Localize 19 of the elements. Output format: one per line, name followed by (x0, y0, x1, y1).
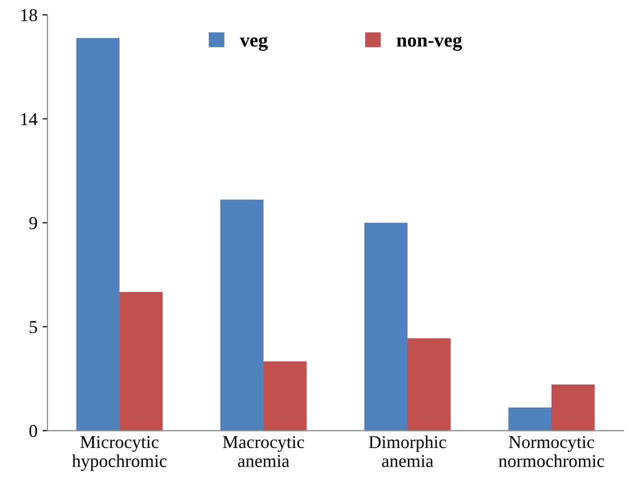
bar (364, 222, 408, 431)
legend-label: veg (240, 36, 268, 51)
bar (76, 38, 120, 431)
bar (407, 338, 451, 431)
x-tick-label: Microcytic hypochromic (72, 436, 167, 471)
y-tick-label: 0 (29, 424, 38, 438)
y-tick-label: 9 (29, 217, 38, 230)
y-tick-label: 18 (21, 9, 38, 22)
bar (119, 292, 163, 431)
x-tick-label: Macrocytic anemia (222, 436, 304, 468)
legend-label: non-veg (396, 36, 462, 51)
bar (552, 384, 595, 431)
bar (508, 408, 552, 431)
bar (263, 361, 307, 431)
bar (220, 200, 264, 431)
x-tick-label: Dimorphic anemia (368, 436, 446, 468)
x-tick-label: Normocytic normochromic (498, 436, 604, 468)
y-tick-label: 14 (21, 113, 38, 126)
y-tick-label: 5 (30, 321, 38, 334)
